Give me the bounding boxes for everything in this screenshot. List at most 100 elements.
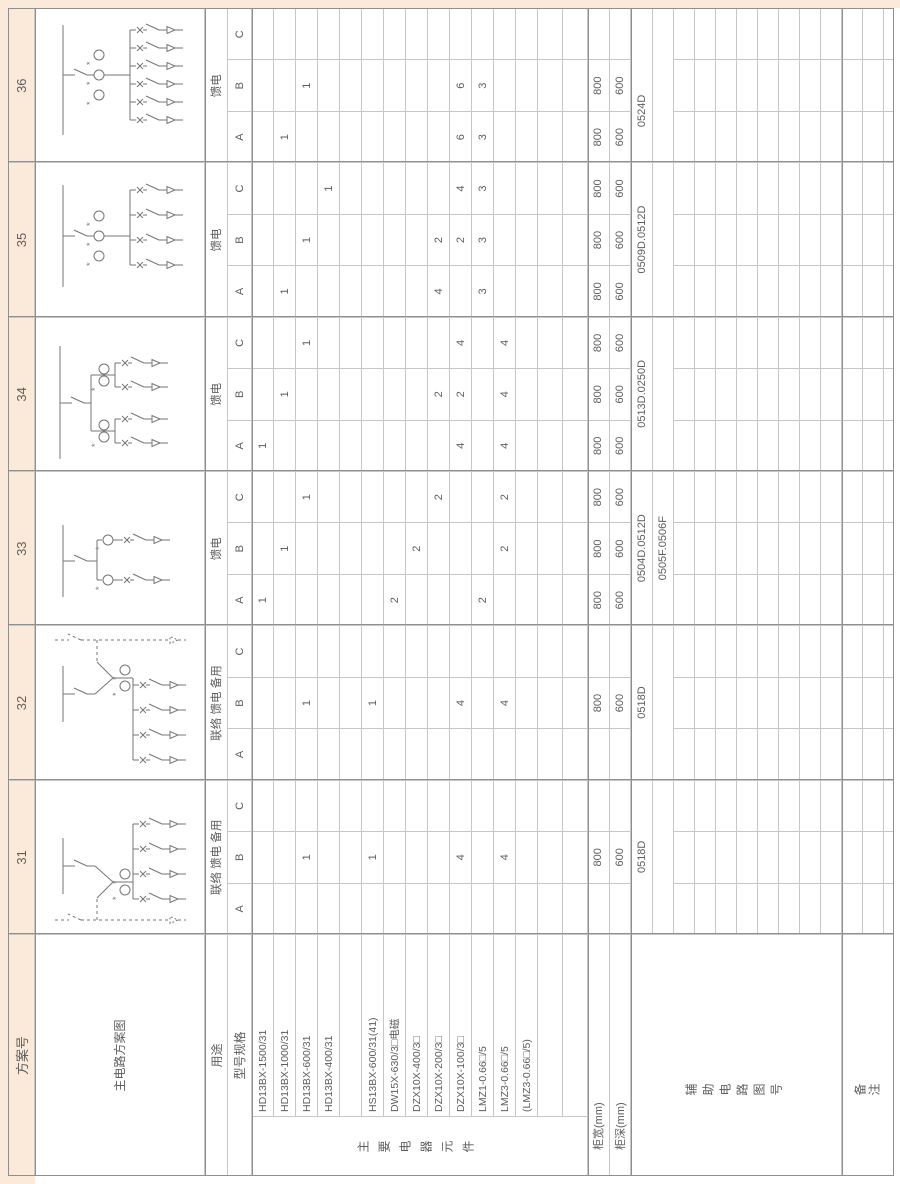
current-transformer-icon (119, 664, 131, 676)
aux-empty-34-A-3 (737, 419, 758, 472)
width-cell-35-B: 800 (588, 213, 610, 266)
aux-empty-31-A-3 (737, 882, 758, 934)
aux-empty-33-C-4 (758, 471, 779, 523)
aux-empty-34-B-7 (821, 368, 842, 420)
count-cell-32-C-r10 (450, 625, 472, 677)
count-cell-36-C-r5 (340, 8, 362, 60)
aux-empty-33-B-5 (779, 522, 800, 574)
aux-empty-34-A-1 (695, 419, 716, 472)
count-cell-34-B-r9: 2 (428, 368, 450, 420)
subcol-header-33-C: C (228, 471, 252, 523)
count-cell-31-C-r10 (450, 779, 472, 832)
empty-cell-34-A-e0 (538, 419, 563, 472)
count-cell-33-B-r3 (296, 522, 318, 574)
remark-cell-31-B-0 (842, 831, 863, 883)
count-cell-34-B-r2: 1 (274, 368, 296, 420)
empty-cell-32-C-e1 (563, 625, 588, 677)
main-circuit-diagram-36: * * * (62, 23, 183, 136)
component-name-r13: (LMZ3-0.66□/5) (516, 934, 538, 1116)
aux-row2-border-34 (652, 316, 674, 472)
diagram-cell-35: * * * (35, 162, 205, 317)
diagram-line (145, 208, 160, 216)
diagram-line (73, 229, 88, 237)
outgoing-arrow-icon (166, 26, 177, 35)
count-cell-35-A-r10 (450, 265, 472, 317)
diagram-line (130, 380, 145, 388)
remark-cell-32-A-0 (842, 728, 863, 780)
remark-cell-33-A-0 (842, 573, 863, 626)
count-cell-35-A-r2: 1 (274, 265, 296, 317)
diagram-line (67, 633, 82, 641)
diagram-line (136, 211, 144, 219)
count-cell-31-B-r4 (318, 831, 340, 883)
count-cell-32-C-r4 (318, 625, 340, 677)
aux-empty-32-C-1 (695, 625, 716, 677)
aux-empty-31-C-0 (674, 779, 695, 832)
count-cell-31-C-r8 (406, 779, 428, 832)
current-transformer-icon (102, 574, 114, 586)
section-vline-7 (8, 8, 894, 9)
count-cell-32-A-r7 (384, 728, 406, 780)
component-name-r3: HD13BX-600/31 (296, 934, 318, 1116)
section-vline-5 (8, 315, 894, 317)
section-vline-1 (8, 933, 894, 934)
empty-cell-36-C-e1 (563, 8, 588, 60)
aux-empty-32-B-2 (716, 676, 737, 729)
count-cell-31-C-r1 (252, 779, 274, 832)
aux-empty-35-A-1 (695, 265, 716, 317)
count-cell-32-A-r3 (296, 728, 318, 780)
remark-cell-34-B-0 (842, 368, 863, 420)
remark-cell-31-A-0 (842, 882, 863, 934)
count-cell-35-C-r9 (428, 162, 450, 214)
outgoing-arrow-icon (151, 438, 162, 448)
count-cell-35-A-r13 (516, 265, 538, 317)
remark-cell-36-A-0 (842, 110, 863, 163)
aux-empty-35-A-5 (779, 265, 800, 317)
diagram-line (148, 703, 163, 711)
aux-empty-36-B-1 (695, 59, 716, 111)
current-transformer-icon (93, 230, 105, 242)
aux-empty-33-A-5 (779, 573, 800, 626)
diagram-line (94, 677, 114, 695)
component-name-r8: DZX10X-400/3□ (406, 934, 428, 1116)
diagram-line (136, 236, 144, 244)
aux-empty-35-B-6 (800, 213, 821, 266)
aux-empty-36-A-3 (737, 110, 758, 163)
diagram-line (73, 554, 88, 562)
count-cell-32-B-r2 (274, 676, 296, 729)
aux-empty-34-A-6 (800, 419, 821, 472)
count-cell-33-A-r2 (274, 573, 296, 626)
count-cell-31-C-r6 (362, 779, 384, 832)
subcol-header-33-B: B (228, 522, 252, 574)
aux-empty-32-B-3 (737, 676, 758, 729)
depth-cell-32-B: 600 (609, 676, 631, 729)
empty-cell-36-A-e0 (538, 110, 563, 163)
aux-empty-31-B-5 (779, 831, 800, 883)
count-cell-32-B-r12: 4 (494, 676, 516, 729)
aux-empty-36-B-5 (779, 59, 800, 111)
outgoing-arrow-icon (166, 235, 177, 244)
section-hline-0 (8, 8, 9, 1176)
purpose-cell-32: 联络 馈电 备用 (205, 625, 228, 780)
count-cell-32-C-r1 (252, 625, 274, 677)
aux-empty-34-B-4 (758, 368, 779, 420)
aux-empty-36-C-3 (737, 8, 758, 60)
diagram-line (73, 68, 88, 76)
count-cell-36-C-r8 (406, 8, 428, 60)
count-cell-36-C-r3 (296, 8, 318, 60)
count-cell-32-C-r5 (340, 625, 362, 677)
width-cell-32-A (588, 728, 610, 780)
count-cell-34-C-r3: 1 (296, 316, 318, 369)
aux-empty-32-C-0 (674, 625, 695, 677)
diagram-cell-33: * * (35, 471, 205, 626)
diagram-line (148, 678, 163, 686)
aux-empty-35-A-0 (674, 265, 695, 317)
purpose-cell-33: 馈电 (205, 471, 228, 626)
empty-cell-34-B-e1 (563, 368, 588, 420)
remark-cell-32-C-1 (863, 625, 884, 677)
count-cell-36-B-r13 (516, 59, 538, 111)
diagram-line (145, 23, 160, 31)
aux-empty-32-C-3 (737, 625, 758, 677)
count-cell-35-B-r6 (362, 213, 384, 266)
count-cell-36-B-r7 (384, 59, 406, 111)
